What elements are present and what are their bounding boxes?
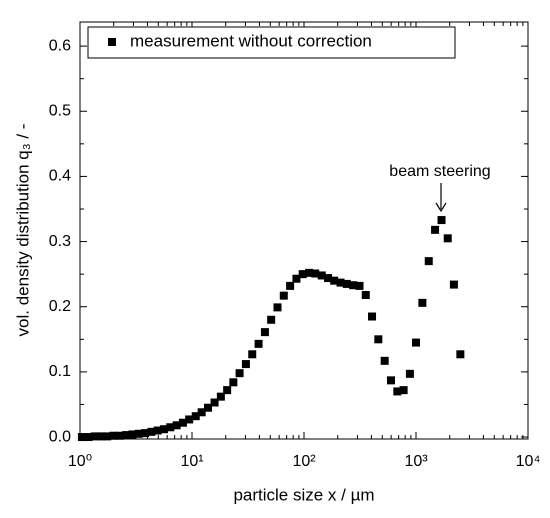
data-point [122,431,131,440]
x-tick-label: 10⁴ [516,453,541,470]
data-point [115,431,124,440]
data-point [260,328,269,337]
data-point [134,429,143,438]
legend-marker [108,38,116,46]
data-point [292,274,301,283]
data-point [254,339,263,348]
x-tick-label: 10² [292,453,316,470]
data-point [210,398,219,407]
data-point [330,276,339,285]
data-point [336,278,345,287]
data-point [267,315,276,324]
data-point [355,281,364,290]
data-point [361,291,370,300]
data-point [399,386,408,395]
data-point [109,431,118,440]
data-point [273,303,282,312]
data-point [443,234,452,243]
legend-label: measurement without correction [130,31,372,50]
data-point [172,421,181,430]
data-point [368,312,377,321]
plot-frame [79,21,529,440]
data-point [191,412,200,421]
x-tick-label: 10⁰ [68,453,92,470]
data-point [437,216,446,225]
data-point [305,268,314,277]
data-point [128,430,137,439]
data-point [159,425,168,434]
data-point [103,432,112,441]
data-point [141,429,150,438]
data-point [147,427,156,436]
data-point [311,269,320,278]
data-point [77,433,86,442]
data-point [248,350,257,359]
data-point [235,369,244,378]
data-point [178,418,187,427]
data-point [197,408,206,417]
data-point [84,433,93,442]
data-point [418,298,427,307]
y-tick-label: 0.5 [49,102,71,119]
data-point [279,291,288,300]
data-point [153,426,162,435]
annotation: beam steering [389,163,490,180]
data-point [90,432,99,441]
data-point [324,274,333,283]
data-point [405,369,414,378]
data-point [166,423,175,432]
data-point [97,432,106,441]
data-point [380,356,389,365]
y-tick-label: 0.4 [49,168,71,185]
data-point [241,360,250,369]
data-point [456,350,465,359]
x-axis-label: particle size x / µm [233,485,374,504]
data-point [449,280,458,289]
data-point [342,279,351,288]
data-point [204,403,213,412]
y-tick-label: 0.3 [49,233,71,250]
data-point [286,281,295,290]
data-point [229,378,238,387]
data-point [374,335,383,344]
y-tick-label: 0.1 [49,363,71,380]
data-point [386,376,395,385]
data-point [349,281,358,290]
data-point [317,271,326,280]
data-point [185,415,194,424]
annotation-arrowhead [435,202,447,213]
data-point [431,225,440,234]
data-point [412,338,420,347]
legend-box [87,26,456,59]
data-point [424,257,433,266]
y-tick-label: 0.2 [49,298,71,315]
data-point [298,270,307,279]
y-axis-label: vol. density distribution q₃ / - [13,124,32,337]
data-point [393,387,402,396]
y-tick-label: 0.0 [49,428,71,445]
data-point [216,392,225,401]
data-point [223,386,232,395]
x-tick-label: 10¹ [180,453,203,470]
x-tick-label: 10³ [404,453,428,470]
y-tick-label: 0.6 [49,37,71,54]
